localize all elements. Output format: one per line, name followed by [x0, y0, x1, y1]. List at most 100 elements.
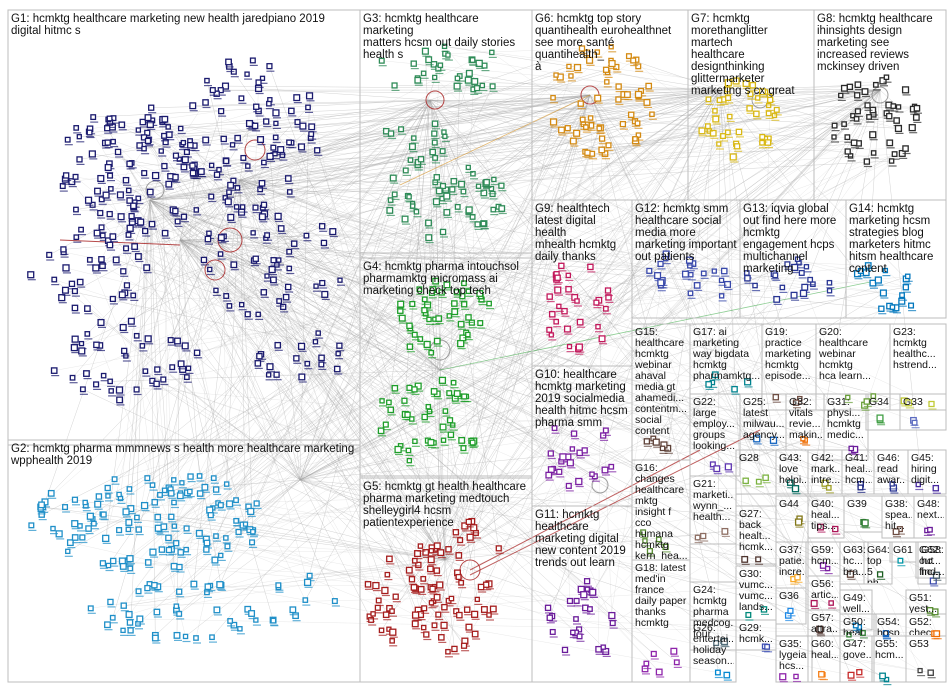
node-g2: [216, 581, 224, 589]
node-g2: [161, 487, 168, 494]
self-loop: [871, 86, 889, 104]
node-g9: [565, 272, 572, 279]
edge: [179, 479, 301, 592]
edge: [301, 94, 591, 148]
node-g1: [92, 264, 100, 272]
edge: [179, 239, 882, 309]
edge: [171, 549, 901, 561]
node-g1: [93, 381, 100, 388]
node-g7: [758, 88, 767, 96]
node-g2: [187, 473, 194, 480]
edge: [429, 263, 661, 412]
node-g6: [594, 94, 602, 102]
node-g1: [272, 150, 278, 157]
edge: [89, 94, 591, 133]
node-g3: [425, 234, 433, 242]
node-g8: [838, 92, 844, 99]
node-g1: [161, 132, 168, 139]
edge: [54, 279, 821, 528]
edge: [450, 130, 703, 435]
node-g2: [127, 627, 134, 634]
node-g1: [99, 232, 106, 239]
node-g5: [435, 611, 442, 618]
node-g1: [100, 372, 107, 379]
edge: [149, 199, 161, 495]
edge: [299, 95, 310, 481]
node-g1: [216, 166, 222, 173]
node-g6: [615, 96, 622, 103]
node-g28: [755, 478, 762, 485]
node-g7: [773, 106, 780, 113]
node-g1: [97, 318, 105, 327]
edge: [179, 239, 936, 613]
node-g1: [256, 352, 263, 360]
node-g2: [50, 525, 56, 532]
node-g1: [266, 63, 273, 70]
node-g11: [583, 578, 591, 585]
edge: [179, 239, 445, 626]
edge: [235, 500, 832, 604]
node-g1: [98, 196, 105, 203]
node-g3: [431, 120, 439, 128]
node-g1: [193, 349, 201, 357]
edge: [548, 419, 881, 476]
edge: [206, 80, 301, 481]
edge: [381, 89, 721, 631]
edge: [149, 199, 604, 648]
node-g2: [176, 610, 183, 617]
edge: [149, 199, 555, 429]
node-g12: [711, 268, 717, 274]
edge: [179, 185, 231, 241]
edge: [149, 199, 408, 415]
edge: [424, 575, 937, 609]
node-g53: [917, 667, 923, 674]
node-g33: [911, 419, 918, 426]
node-g30: [745, 611, 752, 618]
node-g7: [725, 94, 732, 102]
node-g4: [457, 320, 465, 328]
node-g8: [864, 102, 871, 109]
node-g14: [862, 269, 870, 277]
edge: [560, 76, 776, 398]
edge: [65, 290, 441, 371]
node-g51: [926, 607, 934, 614]
node-g4: [430, 388, 438, 395]
edge: [418, 94, 591, 611]
node-g1: [143, 264, 151, 272]
edge: [66, 175, 686, 275]
node-g1: [97, 174, 105, 183]
node-g2: [160, 523, 168, 531]
edge: [558, 89, 881, 307]
edge: [210, 192, 485, 516]
node-g8: [853, 116, 860, 122]
node-g4: [421, 413, 428, 421]
node-g1: [303, 232, 310, 239]
node-g1: [121, 347, 128, 355]
node-g3: [443, 208, 451, 216]
node-g5: [433, 542, 441, 550]
edge: [148, 89, 721, 140]
node-g2: [120, 602, 127, 609]
node-g2: [134, 514, 140, 521]
edge: [591, 389, 735, 475]
edge: [605, 402, 909, 431]
node-g11: [589, 588, 597, 596]
edge: [121, 216, 563, 458]
edge: [215, 99, 431, 537]
node-g1: [116, 191, 124, 199]
node-g4: [451, 300, 458, 307]
edge: [879, 89, 928, 531]
edge: [299, 264, 788, 481]
edge: [253, 85, 458, 234]
node-g20: [870, 393, 877, 399]
group-box-g44: [775, 495, 809, 543]
edge: [288, 178, 725, 642]
edge: [375, 121, 554, 586]
node-g5: [372, 581, 380, 590]
node-g9: [604, 287, 612, 294]
node-g8: [841, 121, 847, 127]
node-g3: [498, 205, 506, 212]
edge: [217, 502, 446, 561]
edge: [590, 89, 721, 268]
